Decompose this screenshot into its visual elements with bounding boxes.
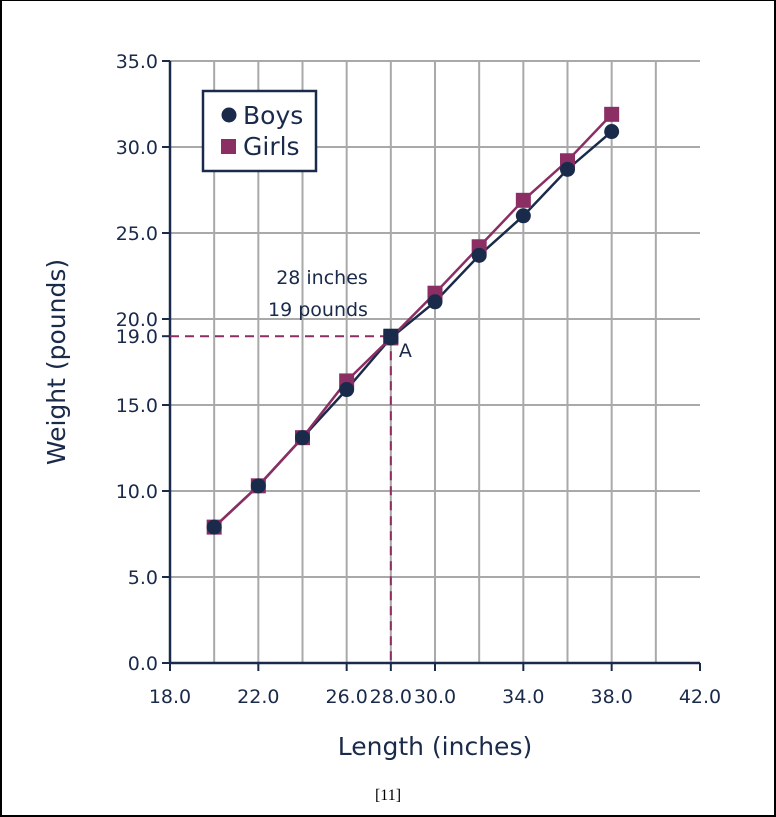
x-tick-label: 34.0 (502, 686, 544, 708)
y-tick-label: 10.0 (116, 481, 158, 503)
data-point-boys (471, 247, 487, 263)
y-tick-label: 15.0 (116, 395, 158, 417)
legend-box (201, 89, 318, 173)
annotation-text-weight: 19 pounds (268, 299, 368, 321)
annotation-text-length: 28 inches (276, 267, 368, 289)
x-tick-label: 28.0 (370, 686, 412, 708)
y-tick-label: 20.0 (116, 309, 158, 331)
data-point-boys (295, 430, 310, 446)
x-tick-label: 38.0 (591, 686, 633, 708)
legend-marker-boys (221, 107, 237, 123)
data-point-boys (515, 208, 531, 224)
y-tick-label: 25.0 (116, 223, 158, 245)
series-line-girls (213, 113, 613, 529)
data-point-boys (339, 382, 355, 398)
y-tick-label: 5.0 (128, 567, 158, 589)
annotation-point-label: A (399, 340, 412, 362)
data-point-boys (206, 519, 222, 535)
legend-marker-girls (221, 139, 236, 154)
x-tick-label: 22.0 (237, 686, 279, 708)
y-tick-label: 19.0 (116, 326, 158, 348)
data-point-girls (515, 192, 531, 208)
figure-caption: [11] (374, 787, 402, 804)
x-tick-label: 42.0 (679, 686, 721, 708)
y-tick-label: 0.0 (128, 653, 158, 675)
x-tick-label: 26.0 (326, 686, 368, 708)
data-point-boys (250, 478, 266, 494)
y-axis-title: Weight (pounds) (42, 259, 71, 465)
y-tick-label: 30.0 (116, 137, 158, 159)
x-axis-title: Length (inches) (338, 732, 532, 761)
x-tick-label: 18.0 (149, 686, 191, 708)
data-point-girls (604, 106, 620, 122)
annotation-point (383, 328, 399, 344)
legend-label-girls: Girls (243, 132, 300, 161)
data-point-boys (427, 294, 443, 310)
legend-label-boys: Boys (243, 101, 303, 130)
y-tick-label: 35.0 (116, 51, 158, 73)
data-point-boys (604, 124, 620, 140)
x-tick-label: 30.0 (414, 686, 456, 708)
data-point-boys (560, 161, 575, 177)
